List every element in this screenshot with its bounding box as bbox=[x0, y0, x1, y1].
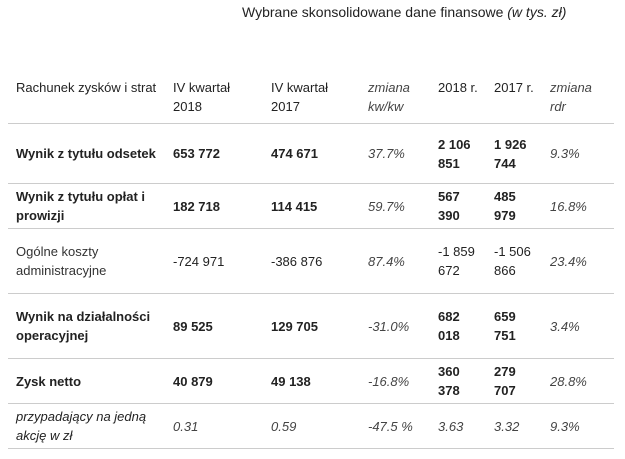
cell-qoq: -47.5 % bbox=[360, 403, 430, 449]
header-2017: 2017 r. bbox=[486, 74, 542, 124]
cell-qoq: 37.7% bbox=[360, 123, 430, 184]
title-main: Wybrane skonsolidowane dane finansowe bbox=[242, 4, 504, 20]
cell-y2017: 279 707 bbox=[486, 358, 542, 404]
cell-q2017: 129 705 bbox=[263, 293, 360, 359]
table-row: Wynik na działalności operacyjnej 89 525… bbox=[8, 293, 614, 359]
cell-q2018: -724 971 bbox=[165, 228, 263, 294]
cell-q2018: 182 718 bbox=[165, 183, 263, 229]
table-row: Wynik z tytułu odsetek 653 772 474 671 3… bbox=[8, 123, 614, 184]
cell-yoy: 3.4% bbox=[542, 293, 614, 359]
cell-yoy: 9.3% bbox=[542, 403, 614, 449]
cell-q2017: -386 876 bbox=[263, 228, 360, 294]
cell-y2017: 3.32 bbox=[486, 403, 542, 449]
cell-q2017: 474 671 bbox=[263, 123, 360, 184]
cell-y2017: 485 979 bbox=[486, 183, 542, 229]
header-q4-2017: IV kwartał 2017 bbox=[263, 74, 360, 124]
header-income-statement: Rachunek zysków i strat bbox=[8, 74, 165, 124]
cell-y2017: -1 506 866 bbox=[486, 228, 542, 294]
row-label: Wynik na działalności operacyjnej bbox=[8, 293, 165, 359]
cell-yoy: 23.4% bbox=[542, 228, 614, 294]
header-yoy-change: zmiana rdr bbox=[542, 74, 614, 124]
cell-qoq: 59.7% bbox=[360, 183, 430, 229]
cell-q2017: 114 415 bbox=[263, 183, 360, 229]
cell-q2018: 40 879 bbox=[165, 358, 263, 404]
header-2018: 2018 r. bbox=[430, 74, 486, 124]
cell-q2018: 653 772 bbox=[165, 123, 263, 184]
cell-y2018: 3.63 bbox=[430, 403, 486, 449]
cell-yoy: 28.8% bbox=[542, 358, 614, 404]
table-row: Zysk netto 40 879 49 138 -16.8% 360 378 … bbox=[8, 358, 614, 404]
cell-yoy: 16.8% bbox=[542, 183, 614, 229]
cell-y2018: 360 378 bbox=[430, 358, 486, 404]
cell-q2018: 89 525 bbox=[165, 293, 263, 359]
row-label: przypadający na jedną akcję w zł bbox=[8, 403, 165, 449]
table-row: przypadający na jedną akcję w zł 0.31 0.… bbox=[8, 403, 614, 449]
row-label: Zysk netto bbox=[8, 358, 165, 404]
row-label: Wynik z tytułu opłat i prowizji bbox=[8, 183, 165, 229]
header-q4-2018: IV kwartał 2018 bbox=[165, 74, 263, 124]
row-label: Wynik z tytułu odsetek bbox=[8, 123, 165, 184]
cell-qoq: 87.4% bbox=[360, 228, 430, 294]
row-label: Ogólne koszty administracyjne bbox=[8, 228, 165, 294]
page-title: Wybrane skonsolidowane dane finansowe (w… bbox=[242, 4, 566, 20]
header-qoq-change: zmiana kw/kw bbox=[360, 74, 430, 124]
table-row: Ogólne koszty administracyjne -724 971 -… bbox=[8, 228, 614, 294]
cell-q2017: 49 138 bbox=[263, 358, 360, 404]
cell-q2017: 0.59 bbox=[263, 403, 360, 449]
financial-data-table: Rachunek zysków i strat IV kwartał 2018 … bbox=[8, 74, 614, 449]
title-unit: (w tys. zł) bbox=[507, 4, 567, 20]
cell-yoy: 9.3% bbox=[542, 123, 614, 184]
cell-qoq: -16.8% bbox=[360, 358, 430, 404]
cell-qoq: -31.0% bbox=[360, 293, 430, 359]
cell-y2018: 567 390 bbox=[430, 183, 486, 229]
table-header-row: Rachunek zysków i strat IV kwartał 2018 … bbox=[8, 74, 614, 124]
cell-q2018: 0.31 bbox=[165, 403, 263, 449]
cell-y2018: 682 018 bbox=[430, 293, 486, 359]
cell-y2018: -1 859 672 bbox=[430, 228, 486, 294]
cell-y2017: 659 751 bbox=[486, 293, 542, 359]
table-row: Wynik z tytułu opłat i prowizji 182 718 … bbox=[8, 183, 614, 229]
cell-y2017: 1 926 744 bbox=[486, 123, 542, 184]
cell-y2018: 2 106 851 bbox=[430, 123, 486, 184]
